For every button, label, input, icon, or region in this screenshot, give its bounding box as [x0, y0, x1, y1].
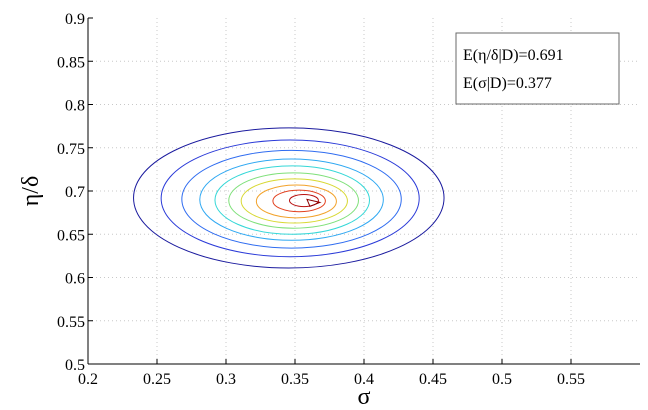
- legend-frame: [455, 32, 620, 105]
- y-tick-label: 0.9: [65, 11, 85, 28]
- y-axis-ticks: 0.5 0.55 0.6 0.65 0.7 0.75 0.8 0.85 0.9: [57, 11, 93, 374]
- contour-level-7: [240, 178, 348, 224]
- x-tick-label: 0.35: [281, 371, 309, 388]
- y-axis-label: η/δ: [18, 176, 44, 207]
- contour-level-5: [214, 165, 371, 235]
- legend-entry-eta-delta: E(η/δ|D)=0.691: [463, 47, 564, 64]
- x-axis-label: σ: [358, 384, 371, 410]
- peak-marker-shape: [306, 198, 322, 208]
- x-tick-label: 0.25: [143, 371, 171, 388]
- contour-level-10: [288, 193, 319, 208]
- contour-level-4: [199, 158, 384, 241]
- y-tick-label: 0.5: [65, 357, 85, 374]
- peak-marker: [306, 198, 322, 208]
- y-tick-label: 0.55: [57, 314, 85, 331]
- x-axis-ticks: 0.2 0.25 0.3 0.35 0.4 0.45 0.5 0.55: [78, 359, 585, 388]
- y-tick-label: 0.6: [65, 271, 85, 288]
- x-tick-label: 0.55: [557, 371, 585, 388]
- y-tick-label: 0.85: [57, 54, 85, 71]
- contour-lines: [133, 127, 445, 269]
- contour-level-3: [181, 149, 402, 249]
- legend-entry-sigma: E(σ|D)=0.377: [463, 75, 552, 92]
- contour-level-6: [228, 172, 359, 229]
- x-tick-label: 0.2: [78, 371, 98, 388]
- x-tick-label: 0.4: [354, 371, 374, 388]
- y-tick-label: 0.8: [65, 98, 85, 115]
- contour-level-1: [133, 127, 445, 269]
- legend-box: E(η/δ|D)=0.691 E(σ|D)=0.377: [455, 32, 620, 105]
- y-tick-label: 0.75: [57, 141, 85, 158]
- x-tick-label: 0.3: [216, 371, 236, 388]
- contour-level-8: [255, 184, 337, 219]
- contour-level-2: [160, 139, 420, 258]
- x-tick-label: 0.5: [492, 371, 512, 388]
- y-tick-label: 0.7: [65, 184, 85, 201]
- y-tick-label: 0.65: [57, 227, 85, 244]
- x-tick-label: 0.45: [419, 371, 447, 388]
- contour-level-9: [272, 189, 326, 213]
